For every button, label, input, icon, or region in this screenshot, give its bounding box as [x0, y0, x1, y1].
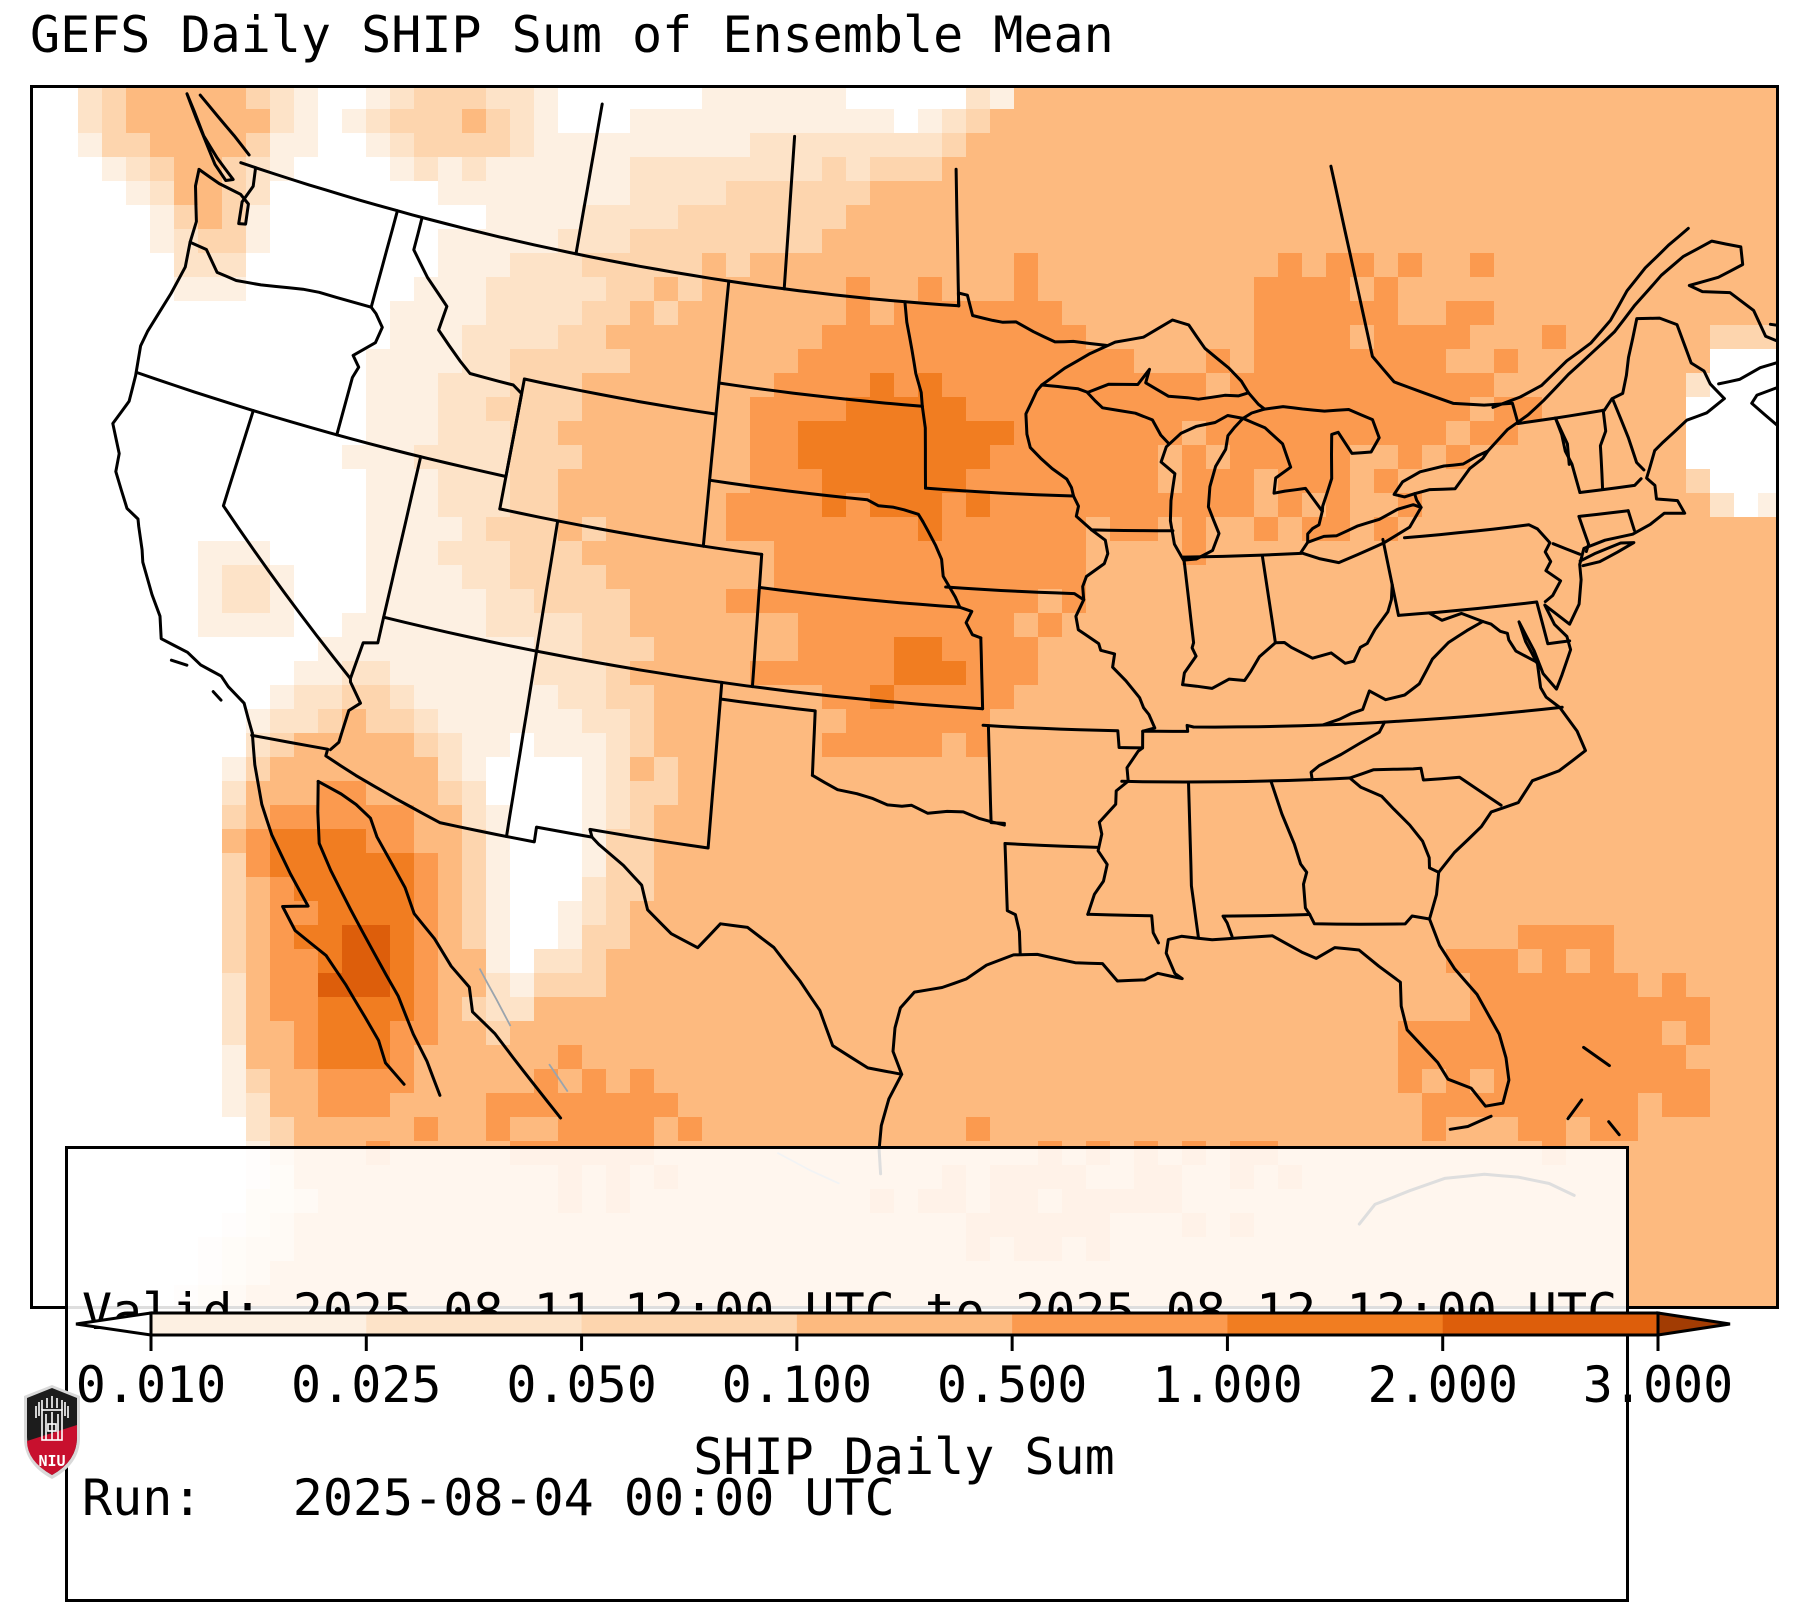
colorbar-tick-labels: 0.010 0.025 0.050 0.100 0.500 1.000 2.000 3.000 [76, 1356, 1734, 1414]
niu-shield-icon: NIU [24, 1385, 80, 1479]
colorbar-segments [75, 1311, 1731, 1337]
state-and-coast-borders [111, 92, 1779, 1226]
map-canvas [30, 85, 1779, 1309]
plot-title: GEFS Daily SHIP Sum of Ensemble Mean [30, 6, 1114, 64]
colorbar-tick-label: 0.050 [506, 1356, 657, 1414]
colorbar: 0.010 0.025 0.050 0.100 0.500 1.000 2.000 3.000… [75, 1311, 1734, 1486]
niu-logo: NIU [22, 1384, 82, 1480]
conus-ship-map [30, 85, 1779, 1309]
colorbar-tick-label: 0.010 [76, 1356, 227, 1414]
colorbar-tick-label: 2.000 [1367, 1356, 1518, 1414]
niu-logo-text: NIU [38, 1452, 65, 1470]
colorbar-ticks [149, 1335, 1660, 1351]
colorbar-tick-label: 1.000 [1152, 1356, 1303, 1414]
ship-filled-contours [78, 85, 1779, 1309]
colorbar-axis-label: SHIP Daily Sum [693, 1428, 1114, 1486]
colorbar-tick-label: 0.100 [722, 1356, 873, 1414]
colorbar-tick-label: 0.025 [291, 1356, 442, 1414]
colorbar-area: 0.010 0.025 0.050 0.100 0.500 1.000 2.000 3.000… [0, 1306, 1803, 1500]
weather-map-page: { "title": "GEFS Daily SHIP Sum of Ensem… [0, 6, 1803, 1602]
colorbar-tick-label: 3.000 [1583, 1356, 1734, 1414]
colorbar-tick-label: 0.500 [937, 1356, 1088, 1414]
